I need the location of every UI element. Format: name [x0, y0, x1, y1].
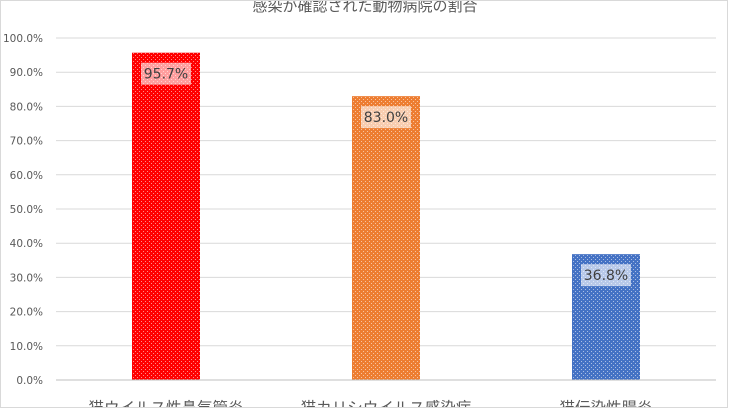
category-labels: 猫ウイルス性鼻気管炎 猫カリシウイルス感染症 猫伝染性腸炎	[88, 399, 652, 408]
data-label-background	[581, 264, 631, 287]
y-tick-label: 0.0%	[16, 375, 43, 387]
category-label: 猫カリシウイルス感染症	[301, 399, 472, 408]
data-label-text: 83.0%	[364, 110, 408, 126]
y-tick-label: 60.0%	[10, 170, 43, 182]
data-label: 36.8%	[581, 264, 631, 287]
y-tick-label: 70.0%	[10, 136, 43, 148]
data-label-background	[361, 106, 411, 129]
y-tick-label: 90.0%	[10, 67, 43, 79]
chart-title: 感染が確認された動物病院の割合	[252, 1, 477, 15]
data-label-text: 95.7%	[144, 67, 188, 83]
data-label-text: 36.8%	[584, 268, 628, 284]
category-label: 猫ウイルス性鼻気管炎	[88, 399, 243, 408]
data-labels: 95.7% 83.0% 36.8%	[141, 62, 631, 287]
y-tick-label: 50.0%	[10, 204, 43, 216]
bar	[132, 52, 200, 381]
category-label: 猫伝染性腸炎	[559, 399, 652, 408]
y-tick-label: 20.0%	[10, 307, 43, 319]
y-tick-label: 80.0%	[10, 101, 43, 113]
data-label: 83.0%	[361, 106, 411, 129]
y-tick-label: 40.0%	[10, 238, 43, 250]
y-tick-label: 10.0%	[10, 341, 43, 353]
y-tick-label: 100.0%	[3, 33, 43, 45]
bar	[352, 96, 420, 380]
y-axis-tick-labels: 0.0% 10.0% 20.0% 30.0% 40.0% 50.0% 60.0% 70.0% 8…	[3, 33, 43, 387]
data-label-background	[141, 62, 191, 85]
data-label: 95.7%	[141, 62, 191, 85]
y-tick-label: 30.0%	[10, 272, 43, 284]
bars	[132, 52, 640, 381]
